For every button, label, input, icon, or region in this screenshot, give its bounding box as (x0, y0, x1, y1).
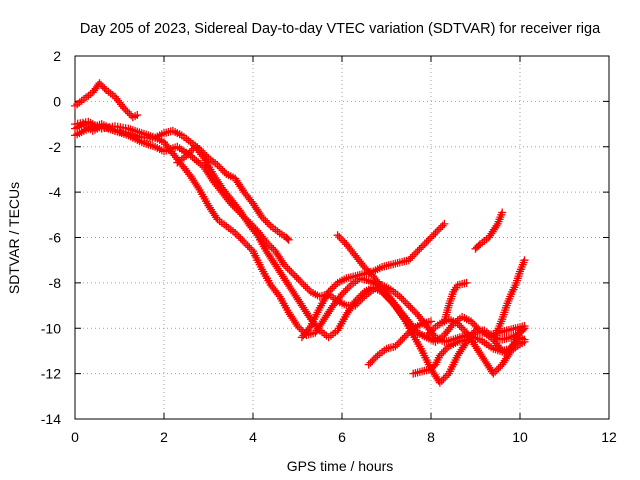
series-track-8 (364, 317, 435, 369)
y-tick-labels: -14 -12 -10 -8 -6 -4 -2 0 2 (41, 48, 61, 427)
x-tick-label: 8 (427, 429, 435, 445)
x-tick-label: 2 (160, 429, 168, 445)
y-tick-label: 0 (53, 93, 61, 109)
series-track-1 (71, 79, 142, 122)
y-tick-label: -12 (41, 366, 61, 382)
axis-ticks (74, 55, 610, 420)
x-tick-label: 6 (338, 429, 346, 445)
y-tick-label: -8 (49, 275, 62, 291)
x-tick-label: 12 (601, 429, 617, 445)
y-tick-label: -2 (49, 139, 62, 155)
data-point-marks (297, 219, 449, 342)
y-tick-label: -6 (49, 230, 62, 246)
x-tick-label: 4 (249, 429, 257, 445)
chart-title: Day 205 of 2023, Sidereal Day-to-day VTE… (80, 21, 601, 37)
y-tick-label: -4 (49, 184, 62, 200)
y-tick-label: -14 (41, 411, 61, 427)
series-track-11 (471, 208, 507, 253)
series-track-7 (297, 219, 449, 342)
series-track-9 (409, 324, 529, 378)
series-track-10 (440, 278, 471, 326)
series-track-12 (489, 256, 529, 344)
x-tick-label: 10 (512, 429, 528, 445)
data-points (71, 79, 529, 387)
data-point-marks (71, 120, 293, 244)
series-track-2 (71, 120, 293, 244)
x-tick-label: 0 (71, 429, 79, 445)
y-tick-label: -10 (41, 320, 61, 336)
series-track-4 (71, 117, 529, 387)
data-point-marks (71, 79, 142, 122)
x-axis-label: GPS time / hours (287, 458, 394, 474)
x-tick-labels: 0 2 4 6 8 10 12 (71, 429, 617, 445)
data-point-marks (489, 256, 529, 344)
data-point-marks (440, 278, 471, 326)
data-point-marks (409, 324, 529, 378)
y-axis-label: SDTVAR / TECUs (6, 182, 22, 294)
data-point-marks (471, 208, 507, 253)
grid (75, 56, 609, 419)
y-tick-label: 2 (53, 48, 61, 64)
data-point-marks (364, 317, 435, 369)
data-point-marks (71, 117, 529, 387)
